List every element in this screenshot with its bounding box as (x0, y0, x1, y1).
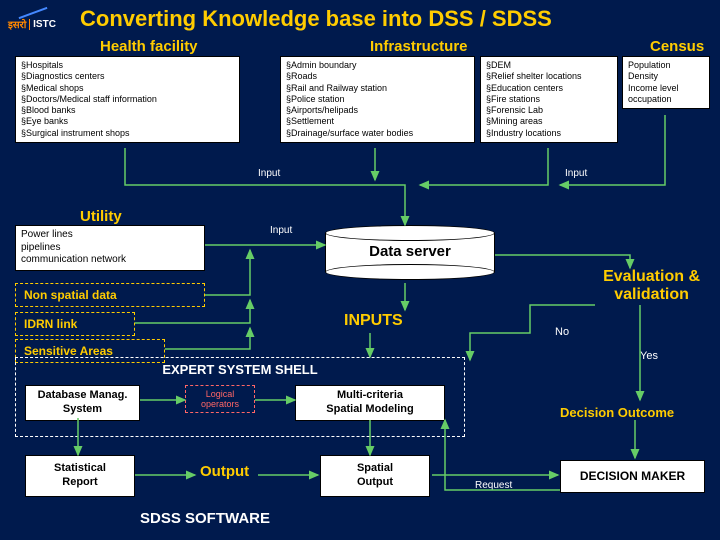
heading-census: Census (650, 38, 704, 55)
box-mcsm: Multi-criteria Spatial Modeling (295, 385, 445, 421)
box-infra1: §Admin boundary §Roads §Rail and Railway… (280, 56, 475, 143)
label-output: Output (200, 463, 249, 480)
heading-utility: Utility (80, 208, 122, 225)
label-input3: Input (270, 225, 292, 236)
heading-infra: Infrastructure (370, 38, 468, 55)
box-health: §Hospitals §Diagnostics centers §Medical… (15, 56, 240, 143)
label-input2: Input (565, 168, 587, 179)
inputs-label: INPUTS (340, 312, 407, 330)
label-input1: Input (258, 168, 280, 179)
label-request: Request (475, 480, 512, 491)
box-dbms: Database Manag. System (25, 385, 140, 421)
logo: इसरो ISTC (8, 4, 66, 44)
shell-title: EXPERT SYSTEM SHELL (16, 362, 464, 377)
box-logical: Logical operators (185, 385, 255, 413)
box-census: Population Density Income level occupati… (622, 56, 710, 109)
evaluation-label: Evaluation & validation (603, 268, 700, 303)
page-title: Converting Knowledge base into DSS / SDS… (80, 6, 552, 32)
label-yes: Yes (640, 350, 658, 362)
label-no: No (555, 326, 569, 338)
box-utility: Power lines pipelines communication netw… (15, 225, 205, 271)
box-statreport: Statistical Report (25, 455, 135, 497)
logo-right: ISTC (29, 19, 56, 30)
cylinder-dataserver: Data server (325, 225, 495, 280)
box-infra2: §DEM §Relief shelter locations §Educatio… (480, 56, 618, 143)
box-maker: DECISION MAKER (560, 460, 705, 493)
box-idrn: IDRN link (15, 312, 135, 336)
dataserver-label: Data server (325, 243, 495, 260)
logo-left: इसरो (8, 17, 26, 31)
label-sdss: SDSS SOFTWARE (140, 510, 270, 527)
box-nonspatial: Non spatial data (15, 283, 205, 307)
box-spatialout: Spatial Output (320, 455, 430, 497)
heading-health: Health facility (100, 38, 198, 55)
label-decision: Decision Outcome (560, 405, 674, 420)
